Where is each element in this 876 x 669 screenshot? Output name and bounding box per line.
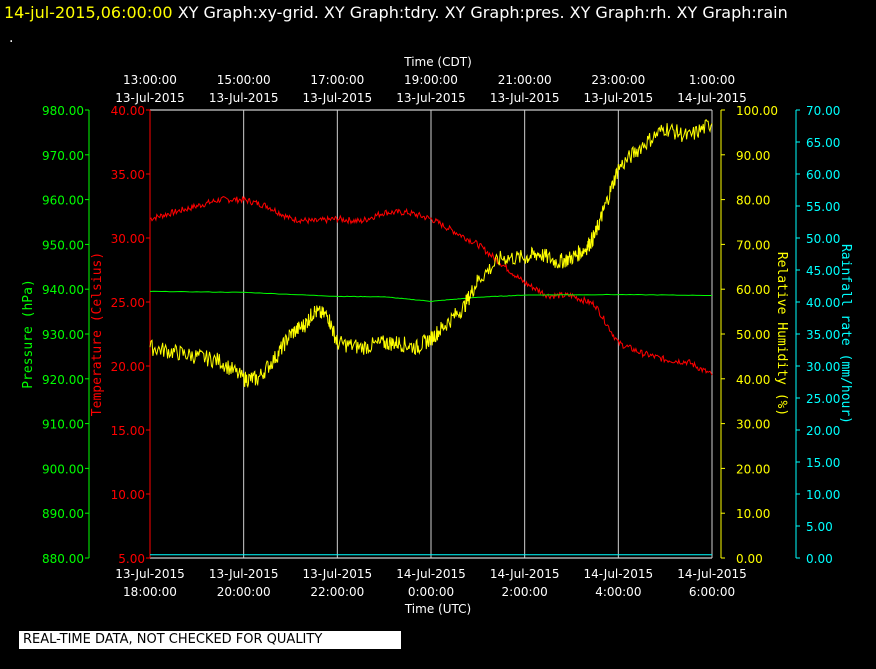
rainfall-tick-label: 40.00: [806, 296, 840, 310]
x-bottom-tick-time: 6:00:00: [689, 585, 735, 599]
temperature-axis-title: Temperature (Celsius): [90, 252, 105, 416]
pressure-tick-label: 950.00: [42, 238, 84, 252]
pressure-tick-label: 960.00: [42, 194, 84, 208]
x-top-tick-date: 14-Jul-2015: [677, 91, 747, 105]
x-top-tick-date: 13-Jul-2015: [396, 91, 466, 105]
series-line-tdry: [149, 196, 713, 376]
humidity-tick-label: 60.00: [736, 283, 770, 297]
humidity-tick-label: 0.00: [736, 552, 763, 566]
x-top-tick-date: 13-Jul-2015: [209, 91, 279, 105]
rainfall-tick-label: 15.00: [806, 456, 840, 470]
pressure-axis-title: Pressure (hPa): [21, 279, 36, 389]
x-top-tick-date: 13-Jul-2015: [303, 91, 373, 105]
rainfall-tick-label: 35.00: [806, 328, 840, 342]
rainfall-tick-label: 45.00: [806, 264, 840, 278]
x-top-axis-label: Time (CDT): [403, 55, 472, 69]
x-bottom-tick-date: 14-Jul-2015: [490, 567, 560, 581]
x-bottom-tick-date: 14-Jul-2015: [677, 567, 747, 581]
x-bottom-tick-time: 4:00:00: [595, 585, 641, 599]
x-bottom-tick-date: 13-Jul-2015: [115, 567, 185, 581]
x-bottom-tick-time: 20:00:00: [217, 585, 271, 599]
pressure-tick-label: 970.00: [42, 149, 84, 163]
temperature-tick-label: 15.00: [111, 424, 145, 438]
header-graph-titles: XY Graph:xy-grid. XY Graph:tdry. XY Grap…: [177, 3, 788, 22]
x-top-tick-time: 21:00:00: [498, 73, 552, 87]
rainfall-tick-label: 0.00: [806, 552, 833, 566]
x-top-tick-time: 1:00:00: [689, 73, 735, 87]
rainfall-tick-label: 55.00: [806, 200, 840, 214]
temperature-tick-label: 35.00: [111, 168, 145, 182]
temperature-tick-label: 5.00: [118, 552, 145, 566]
x-top-tick-time: 23:00:00: [591, 73, 645, 87]
humidity-tick-label: 10.00: [736, 507, 770, 521]
series-line-rh: [149, 118, 713, 389]
series-line-pres: [149, 290, 712, 303]
rainfall-tick-label: 25.00: [806, 392, 840, 406]
humidity-tick-label: 20.00: [736, 462, 770, 476]
humidity-tick-label: 40.00: [736, 373, 770, 387]
x-bottom-tick-date: 13-Jul-2015: [209, 567, 279, 581]
pressure-tick-label: 900.00: [42, 462, 84, 476]
x-bottom-tick-time: 0:00:00: [408, 585, 454, 599]
rainfall-axis-title: Rainfall rate (mm/hour): [838, 244, 853, 424]
quality-disclaimer: REAL-TIME DATA, NOT CHECKED FOR QUALITY: [19, 631, 401, 649]
rainfall-tick-label: 30.00: [806, 360, 840, 374]
temperature-tick-label: 20.00: [111, 360, 145, 374]
humidity-tick-label: 80.00: [736, 194, 770, 208]
humidity-axis-title: Relative Humidity (%): [774, 252, 789, 416]
x-top-tick-time: 13:00:00: [123, 73, 177, 87]
humidity-tick-label: 30.00: [736, 418, 770, 432]
temperature-tick-label: 30.00: [111, 232, 145, 246]
header-dot: .: [9, 30, 14, 46]
x-top-tick-time: 19:00:00: [404, 73, 458, 87]
x-bottom-tick-time: 22:00:00: [310, 585, 364, 599]
humidity-tick-label: 90.00: [736, 149, 770, 163]
x-top-tick-date: 13-Jul-2015: [584, 91, 654, 105]
pressure-tick-label: 980.00: [42, 104, 84, 118]
x-bottom-tick-date: 14-Jul-2015: [396, 567, 466, 581]
humidity-tick-label: 70.00: [736, 238, 770, 252]
x-top-tick-date: 13-Jul-2015: [490, 91, 560, 105]
rainfall-tick-label: 20.00: [806, 424, 840, 438]
rainfall-tick-label: 5.00: [806, 520, 833, 534]
x-top-tick-time: 17:00:00: [310, 73, 364, 87]
pressure-tick-label: 940.00: [42, 283, 84, 297]
pressure-tick-label: 880.00: [42, 552, 84, 566]
x-bottom-tick-date: 14-Jul-2015: [584, 567, 654, 581]
humidity-tick-label: 50.00: [736, 328, 770, 342]
rainfall-tick-label: 10.00: [806, 488, 840, 502]
x-bottom-tick-date: 13-Jul-2015: [303, 567, 373, 581]
rainfall-tick-label: 70.00: [806, 104, 840, 118]
pressure-tick-label: 910.00: [42, 418, 84, 432]
temperature-tick-label: 25.00: [111, 296, 145, 310]
x-top-tick-time: 15:00:00: [217, 73, 271, 87]
x-bottom-tick-time: 18:00:00: [123, 585, 177, 599]
pressure-tick-label: 890.00: [42, 507, 84, 521]
humidity-tick-label: 100.00: [736, 104, 778, 118]
temperature-tick-label: 10.00: [111, 488, 145, 502]
temperature-tick-label: 40.00: [111, 104, 145, 118]
rainfall-tick-label: 60.00: [806, 168, 840, 182]
pressure-tick-label: 920.00: [42, 373, 84, 387]
x-bottom-axis-label: Time (UTC): [404, 602, 471, 616]
graph-header: 14-jul-2015,06:00:00 XY Graph:xy-grid. X…: [4, 3, 788, 22]
rainfall-tick-label: 65.00: [806, 136, 840, 150]
header-timestamp: 14-jul-2015,06:00:00: [4, 3, 173, 22]
x-top-tick-date: 13-Jul-2015: [115, 91, 185, 105]
rainfall-tick-label: 50.00: [806, 232, 840, 246]
x-bottom-tick-time: 2:00:00: [502, 585, 548, 599]
pressure-tick-label: 930.00: [42, 328, 84, 342]
